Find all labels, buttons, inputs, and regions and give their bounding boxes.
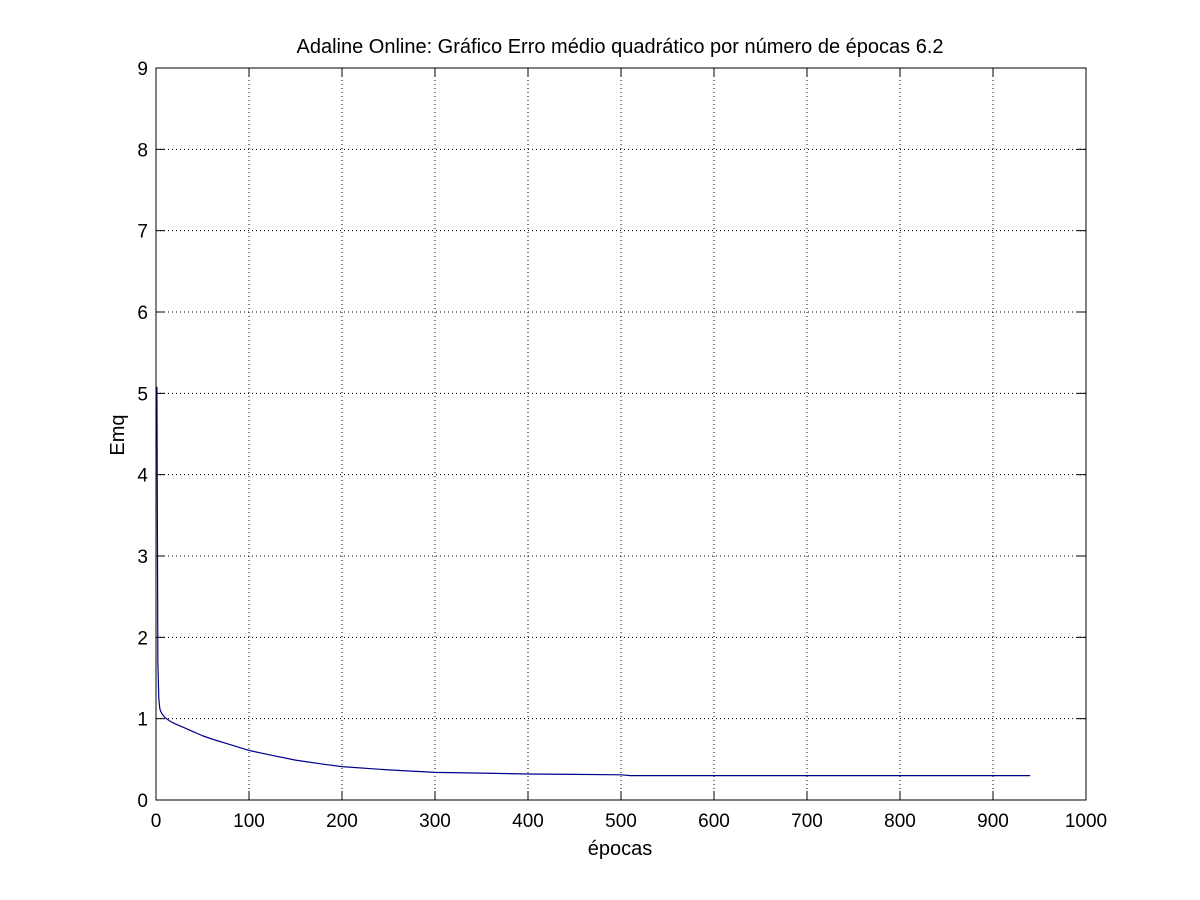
y-tick-label: 2 bbox=[137, 628, 148, 649]
series-line bbox=[156, 386, 1031, 777]
x-tick-label: 600 bbox=[698, 811, 730, 832]
x-tick-label: 300 bbox=[419, 811, 451, 832]
y-tick-label: 4 bbox=[137, 466, 148, 487]
series-layer bbox=[156, 386, 1031, 777]
y-tick-label: 7 bbox=[137, 222, 148, 243]
y-tick-label: 9 bbox=[137, 59, 148, 80]
x-tick-label: 700 bbox=[791, 811, 823, 832]
y-tick-labels: 0 1 2 3 4 5 6 7 8 9 bbox=[137, 59, 148, 812]
plot-area bbox=[155, 67, 1087, 801]
x-tick-label: 800 bbox=[884, 811, 916, 832]
y-tick-label: 8 bbox=[137, 140, 148, 161]
x-tick-label: 400 bbox=[512, 811, 544, 832]
y-axis-label: Emq bbox=[107, 414, 129, 455]
x-tick-label: 1000 bbox=[1065, 811, 1107, 832]
x-tick-label: 900 bbox=[977, 811, 1009, 832]
tick-marks bbox=[155, 67, 1087, 801]
x-tick-label: 500 bbox=[605, 811, 637, 832]
y-tick-label: 0 bbox=[137, 791, 148, 812]
y-tick-label: 5 bbox=[137, 384, 148, 405]
y-tick-label: 3 bbox=[137, 547, 148, 568]
x-tick-label: 200 bbox=[326, 811, 358, 832]
x-tick-label: 0 bbox=[151, 811, 162, 832]
y-tick-label: 6 bbox=[137, 303, 148, 324]
y-tick-label: 1 bbox=[137, 710, 148, 731]
grid-lines bbox=[156, 68, 1086, 800]
x-tick-labels: 0 100 200 300 400 500 600 700 800 900 1000 bbox=[151, 811, 1107, 832]
x-tick-label: 100 bbox=[233, 811, 265, 832]
chart-title: Adaline Online: Gráfico Erro médio quadr… bbox=[296, 36, 943, 58]
x-axis-label: épocas bbox=[588, 838, 653, 860]
